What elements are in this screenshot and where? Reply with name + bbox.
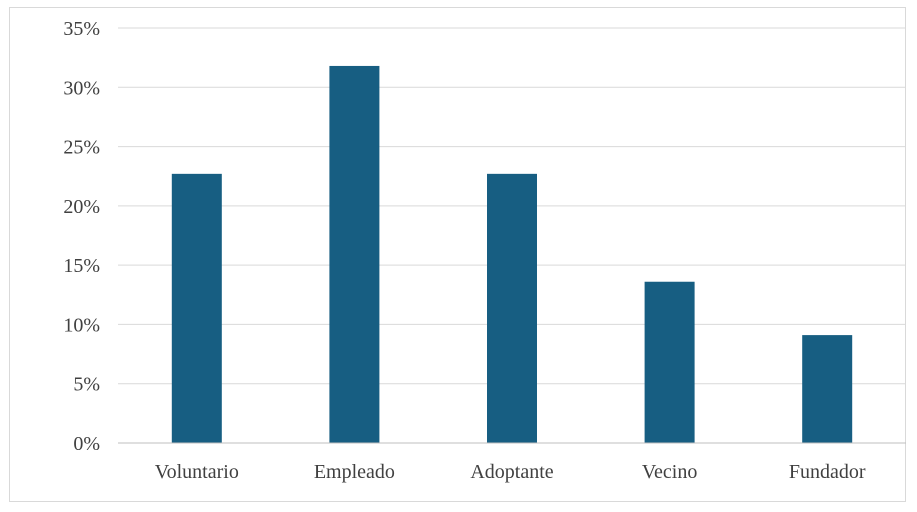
y-tick-label: 30% — [63, 77, 100, 99]
y-tick-label: 35% — [63, 18, 100, 40]
x-axis-category-labels: Voluntario Empleado Adoptante Vecino Fundado… — [155, 461, 866, 483]
chart-frame — [9, 7, 906, 502]
y-tick-label: 25% — [63, 137, 100, 159]
x-category-label: Voluntario — [155, 461, 239, 483]
bar-voluntario — [171, 173, 222, 444]
gridlines — [118, 27, 906, 385]
y-tick-label: 0% — [73, 433, 100, 455]
bar-adoptante — [487, 173, 537, 444]
x-category-label: Vecino — [642, 461, 698, 483]
y-tick-label: 20% — [63, 196, 100, 218]
bars — [171, 65, 853, 444]
bar-empleado — [329, 65, 380, 443]
x-category-label: Fundador — [789, 461, 866, 483]
y-tick-label: 5% — [73, 374, 100, 396]
x-category-label: Adoptante — [470, 461, 553, 483]
y-tick-label: 10% — [63, 314, 100, 336]
y-tick-label: 15% — [63, 255, 100, 277]
bar-fundador — [802, 335, 853, 443]
bar-vecino — [644, 281, 695, 443]
x-category-label: Empleado — [314, 461, 395, 483]
y-axis-tick-labels: 0% 5% 10% 15% 20% 25% 30% 35% — [63, 18, 100, 455]
